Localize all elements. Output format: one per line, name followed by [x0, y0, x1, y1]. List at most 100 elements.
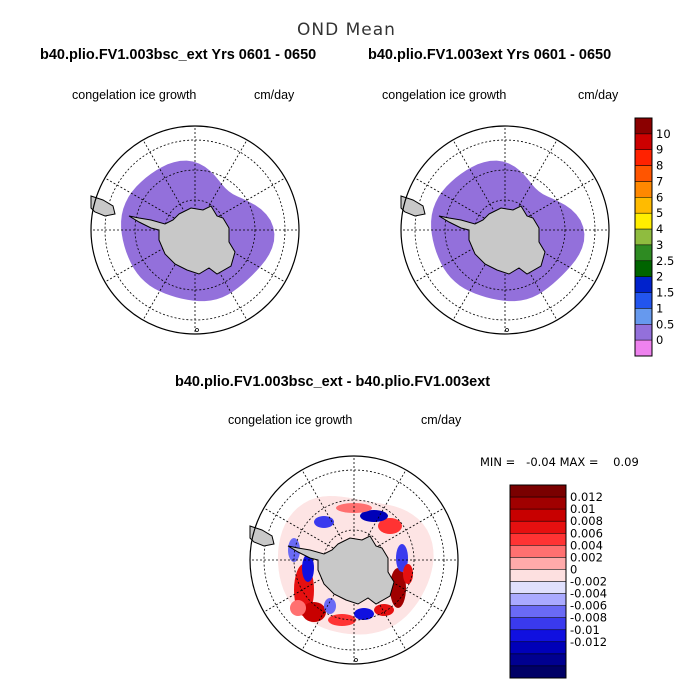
panel2-variable-label: congelation ice growth — [382, 88, 507, 102]
colorbar-tick-label: -0.006 — [570, 599, 607, 613]
main-title: OND Mean — [297, 20, 396, 40]
colorbar-swatch — [634, 308, 653, 325]
colorbar-tick-label: -0.01 — [570, 623, 600, 637]
colorbar-tick-label: 0 — [656, 333, 663, 347]
colorbar-tick-label: 2.5 — [656, 254, 674, 268]
colorbar-tick-label: 8 — [656, 159, 663, 173]
colorbar-tick-label: -0.004 — [570, 587, 607, 601]
colorbar-tick-label: 9 — [656, 143, 663, 157]
colorbar-swatch — [634, 181, 653, 198]
panel2-polar-map — [400, 125, 610, 335]
panel1-polar-map — [90, 125, 300, 335]
panel2-units-label: cm/day — [578, 88, 619, 102]
colorbar-tick-label: 3 — [656, 238, 663, 252]
colorbar-tick-label: -0.012 — [570, 635, 607, 649]
panel-colorbar-top: 10 9 8 76 5 4 3 2.5 2 1.51 0.5 0 — [634, 117, 674, 357]
colorbar-swatch — [509, 520, 567, 534]
colorbar-tick-label: 10 — [656, 127, 671, 141]
colorbar-swatch — [634, 276, 653, 293]
difference-patch — [360, 510, 388, 522]
colorbar-tick-label: 0.006 — [570, 526, 603, 540]
colorbar-swatch — [634, 149, 653, 166]
antarctica-landmass — [438, 205, 546, 275]
difference-patch — [290, 600, 306, 616]
colorbar-swatch — [509, 557, 567, 570]
colorbar-swatch — [634, 260, 653, 277]
difference-patch — [354, 608, 374, 620]
colorbar-swatch — [509, 533, 567, 546]
difference-patch — [324, 598, 336, 614]
panel3-difference-map — [249, 455, 459, 665]
colorbar-swatch — [634, 228, 653, 246]
colorbar-tick-label: 1.5 — [656, 286, 674, 300]
colorbar-swatch — [509, 605, 567, 618]
colorbar-tick-label: -0.002 — [570, 575, 607, 589]
colorbar-swatch — [509, 484, 567, 498]
colorbar-swatch — [509, 496, 567, 510]
colorbar-swatch — [509, 545, 567, 558]
colorbar-frame — [509, 484, 567, 679]
difference-colorbar: 0.0120.010.0080.0060.0040.0020-0.002-0.0… — [509, 484, 607, 679]
colorbar-tick-label: 7 — [656, 175, 663, 189]
difference-patch — [314, 516, 334, 528]
difference-patch — [374, 604, 394, 616]
difference-patch — [302, 554, 314, 582]
colorbar-swatch — [634, 244, 653, 262]
colorbar-swatch — [634, 339, 653, 357]
panel2-title: b40.plio.FV1.003ext Yrs 0601 - 0650 — [368, 47, 612, 63]
colorbar-swatch — [509, 665, 567, 679]
colorbar-tick-label: 0.008 — [570, 514, 603, 528]
panel1-units-label: cm/day — [254, 88, 295, 102]
colorbar-swatch — [634, 212, 653, 230]
colorbar-swatch — [509, 593, 567, 606]
colorbar-tick-label: 4 — [656, 222, 663, 236]
panel3-minmax: MIN = -0.04 MAX = 0.09 — [480, 455, 639, 469]
colorbar-tick-label: 0.012 — [570, 490, 603, 504]
south-america-landmass — [90, 195, 116, 217]
colorbar-tick-label: -0.008 — [570, 611, 607, 625]
colorbar-swatch — [634, 324, 653, 341]
colorbar-tick-label: 0 — [570, 562, 577, 576]
difference-patch — [302, 602, 326, 622]
colorbar-frame — [634, 117, 653, 357]
colorbar-swatch — [634, 133, 653, 151]
colorbar-swatch — [509, 653, 567, 667]
colorbar-tick-label: 2 — [656, 270, 663, 284]
difference-patch — [390, 568, 406, 608]
island-marker — [195, 328, 199, 332]
colorbar-swatch — [634, 165, 653, 182]
island-marker — [354, 658, 358, 662]
colorbar-swatch — [634, 197, 653, 214]
map-boundary — [400, 125, 610, 335]
colorbar-swatch — [634, 117, 653, 135]
colorbar-swatch — [634, 292, 653, 309]
map-boundary — [249, 455, 459, 665]
colorbar-swatch — [509, 629, 567, 643]
colorbar-tick-label: 5 — [656, 206, 663, 220]
colorbar-swatch — [509, 581, 567, 594]
colorbar-tick-label: 6 — [656, 190, 663, 204]
antarctica-landmass — [287, 535, 395, 605]
antarctica-landmass — [128, 205, 236, 275]
south-america-landmass — [249, 525, 275, 547]
map-boundary — [90, 125, 300, 335]
panel3-variable-label: congelation ice growth — [228, 413, 353, 427]
colorbar-swatch — [509, 617, 567, 631]
difference-patch — [396, 544, 408, 572]
colorbar-swatch — [509, 641, 567, 655]
south-america-landmass — [400, 195, 426, 217]
panel1-variable-label: congelation ice growth — [72, 88, 197, 102]
colorbar-swatch — [509, 569, 567, 582]
colorbar-tick-label: 0.5 — [656, 317, 674, 331]
panel1-title: b40.plio.FV1.003bsc_ext Yrs 0601 - 0650 — [40, 47, 317, 63]
colorbar-tick-label: 0.002 — [570, 550, 603, 564]
island-marker — [505, 328, 509, 332]
panel3-title: b40.plio.FV1.003bsc_ext - b40.plio.FV1.0… — [175, 374, 491, 390]
colorbar-swatch — [509, 508, 567, 522]
colorbar-tick-label: 0.01 — [570, 502, 596, 516]
panel3-units-label: cm/day — [421, 413, 462, 427]
difference-patch — [378, 518, 402, 534]
difference-patch — [403, 564, 413, 584]
colorbar-tick-label: 1 — [656, 301, 663, 315]
colorbar-tick-label: 0.004 — [570, 538, 603, 552]
